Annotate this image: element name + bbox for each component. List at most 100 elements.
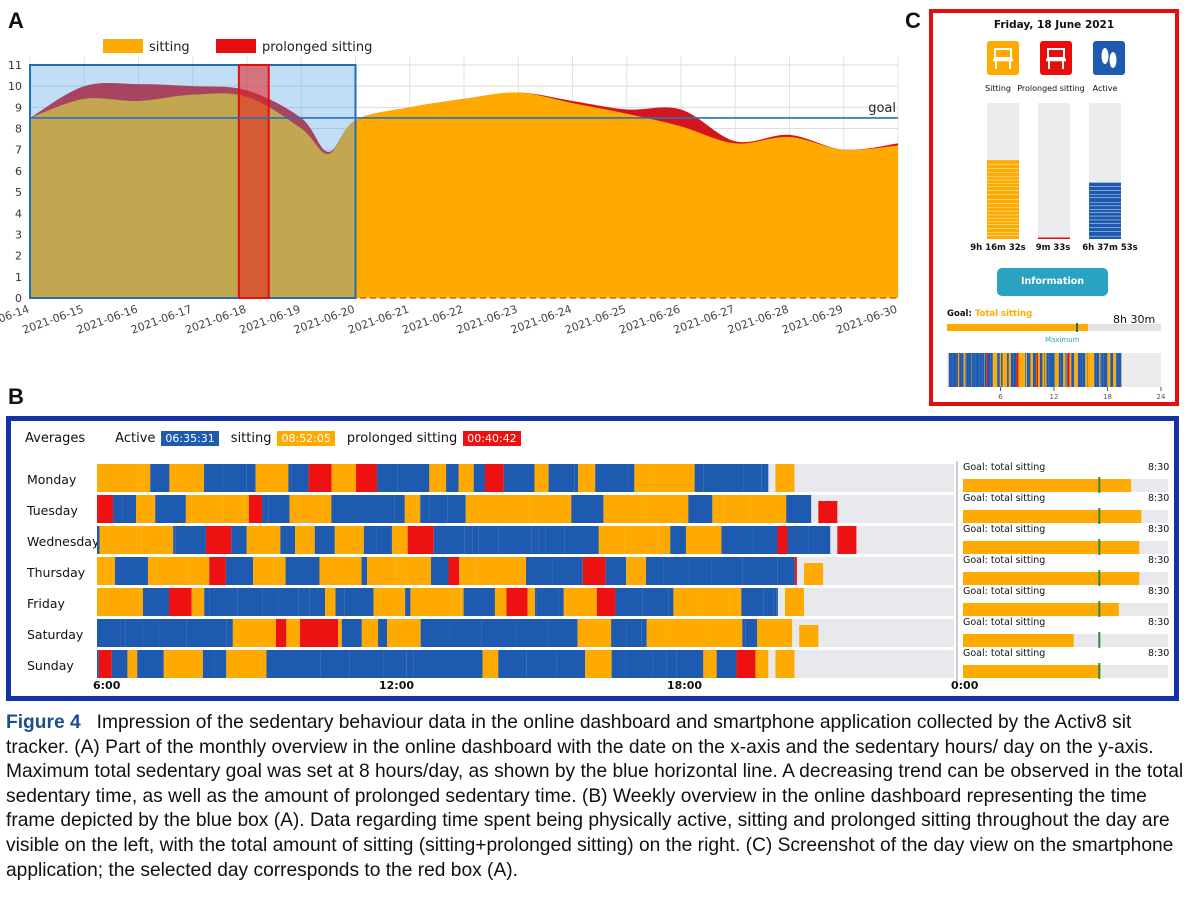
goal-progress-track — [947, 323, 1161, 332]
timeline-segment — [1067, 353, 1070, 387]
activity-segment — [787, 526, 809, 554]
activity-segment — [595, 464, 628, 492]
timeline-tick-label: 6 — [998, 393, 1003, 399]
activity-segment — [552, 557, 583, 585]
day-view-bars — [987, 103, 1121, 239]
chair-back-icon — [994, 48, 1012, 59]
goal-marker — [1098, 477, 1101, 494]
activity-segment — [669, 464, 695, 492]
timeline-segment — [1094, 353, 1097, 387]
activity-segment — [465, 495, 507, 523]
timeline-segment — [1093, 353, 1095, 387]
activity-segment — [685, 526, 722, 554]
activity-segment — [506, 588, 528, 616]
activity-segment — [689, 557, 712, 585]
timeline-segment — [1065, 353, 1066, 387]
figure-caption: Figure 4 Impression of the sedentary beh… — [6, 711, 1184, 883]
activity-segment — [266, 650, 291, 678]
activity-segment — [127, 650, 138, 678]
timeline-segment — [987, 353, 991, 387]
activity-segment — [138, 464, 151, 492]
activity-segment — [743, 464, 762, 492]
activity-segment — [459, 557, 476, 585]
activity-segment — [644, 495, 689, 523]
late-segment — [799, 625, 819, 647]
timeline-segment — [1113, 353, 1117, 387]
activity-segment — [481, 619, 516, 647]
activity-segment — [456, 495, 466, 523]
activity-segment — [223, 495, 244, 523]
timeline-segment — [979, 353, 982, 387]
x-tick-label: 2021-06-21 — [346, 303, 411, 337]
timeline-segment — [1020, 353, 1022, 387]
activity-segment — [436, 650, 454, 678]
y-tick-label: 6 — [15, 165, 22, 178]
y-tick-label: 3 — [15, 228, 22, 241]
timeline-segment — [1003, 353, 1005, 387]
activity-segment — [268, 495, 290, 523]
x-tick-6: 6:00 — [93, 679, 121, 692]
timeline-segment — [993, 353, 996, 387]
day-view-icons — [987, 41, 1125, 75]
activity-segment — [285, 557, 320, 585]
sitting-value: 9h 16m 32s — [970, 243, 1026, 253]
activity-segment — [515, 619, 549, 647]
activity-segment — [102, 588, 143, 616]
timeline-segment — [1080, 353, 1083, 387]
activity-segment — [545, 526, 565, 554]
timeline-segment — [959, 353, 962, 387]
timeline-segment — [1058, 353, 1061, 387]
activity-segment — [334, 526, 364, 554]
timeline-segment — [1120, 353, 1122, 387]
activity-segment — [506, 495, 530, 523]
activity-segment — [383, 650, 395, 678]
activity-segment — [563, 588, 597, 616]
goal-label-tuesday: Goal: total sitting — [963, 493, 1046, 504]
timeline-segment — [1039, 353, 1043, 387]
timeline-segment — [963, 353, 966, 387]
timeline-segment — [990, 353, 993, 387]
timeline-segment — [1071, 353, 1075, 387]
timeline-segment — [1042, 353, 1043, 387]
activity-segment — [646, 619, 653, 647]
day-label-saturday: Saturday — [27, 627, 84, 642]
timeline-tick-label: 18 — [1103, 393, 1112, 399]
activity-segment — [741, 588, 764, 616]
timeline-segment — [956, 353, 958, 387]
activity-segment — [209, 588, 238, 616]
timeline-segment — [1063, 353, 1066, 387]
late-segment — [775, 464, 795, 492]
activity-segment — [331, 495, 363, 523]
activity-segment — [147, 557, 157, 585]
activity-segment — [400, 557, 432, 585]
activity-segment — [794, 557, 797, 585]
activity-segment — [429, 464, 447, 492]
activity-segment — [338, 619, 342, 647]
avg-sitting-label: sitting — [230, 431, 272, 446]
day-view-phone: Friday, 18 June 2021 Sitting Prolonged s… — [929, 9, 1179, 406]
activity-segment — [458, 464, 474, 492]
timeline-segment — [1110, 353, 1114, 387]
late-segment — [804, 563, 824, 585]
timeline-segment — [952, 353, 955, 387]
day-bar-fill — [1038, 237, 1070, 239]
y-tick-label: 2 — [15, 250, 22, 263]
footprint-icon — [1109, 52, 1117, 68]
activity-segment — [652, 650, 667, 678]
footprint-icon — [1101, 48, 1109, 64]
activity-segment — [596, 588, 616, 616]
activity-segment — [325, 588, 336, 616]
goal-fill — [963, 479, 1132, 492]
activity-segment — [394, 495, 405, 523]
activity-segment — [548, 619, 571, 647]
activity-segment — [223, 464, 247, 492]
timeline-segment — [1078, 353, 1081, 387]
information-button[interactable]: Information — [997, 268, 1108, 296]
activity-segment — [417, 495, 421, 523]
activity-segment — [280, 526, 296, 554]
timeline-segment — [984, 353, 985, 387]
timeline-segment — [1038, 353, 1040, 387]
activity-segment — [141, 526, 174, 554]
activity-segment — [362, 495, 395, 523]
activity-segment — [478, 526, 499, 554]
